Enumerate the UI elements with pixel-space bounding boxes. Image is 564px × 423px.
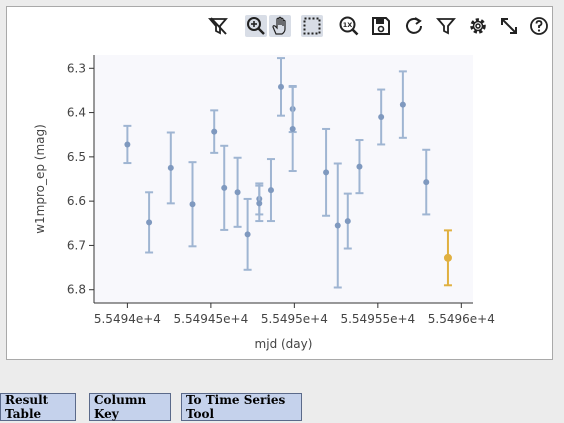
data-point [234,189,241,196]
x-tick-label: 5.5495e+4 [261,312,328,326]
y-tick-label: 6.8 [67,283,86,297]
svg-text:1X: 1X [343,21,353,29]
data-point [267,187,274,194]
scatter-plot[interactable]: 5.5494e+4 5.54945e+4 5.5495e+4 5.54955e+4 5.… [7,45,552,359]
data-point [323,169,330,176]
zoom-1x-icon[interactable]: 1X [338,15,360,37]
data-point [399,101,406,108]
data-point [124,141,131,148]
x-tick-label: 5.54945e+4 [174,312,249,326]
data-point [221,184,228,191]
help-icon[interactable] [528,15,550,37]
chart-toolbar: 1X [7,7,552,45]
data-point [277,83,284,90]
pan-icon[interactable] [269,15,291,37]
x-tick-label: 5.5494e+4 [94,312,161,326]
restore-icon[interactable] [403,15,425,37]
data-point [146,219,153,226]
expand-icon[interactable] [498,15,520,37]
data-point [344,218,351,225]
x-tick-label: 5.5496e+4 [428,312,495,326]
time-series-tool-button[interactable]: To Time Series Tool [181,393,302,421]
no-filter-icon[interactable] [207,15,229,37]
y-tick-label: 6.7 [67,238,86,252]
data-point [211,128,218,135]
data-point [167,164,174,171]
select-icon[interactable] [301,15,323,37]
filter-icon[interactable] [435,15,457,37]
chart-panel: 1X 5.5494e+4 5.54945e+4 5.5495e+4 5.54955e+… [6,6,553,360]
x-axis-title: mjd (day) [255,337,313,351]
y-tick-label: 6.4 [67,106,86,120]
data-point [256,200,263,207]
result-table-button[interactable]: Result Table [0,393,76,421]
y-tick-label: 6.6 [67,194,86,208]
y-tick-label: 6.3 [67,61,86,75]
y-axis-title: w1mpro_ep (mag) [33,124,47,234]
data-point [356,163,363,170]
x-tick-label: 5.54955e+4 [340,312,415,326]
zoom-icon[interactable] [245,15,267,37]
highlighted-point [443,253,452,262]
data-point [378,114,385,120]
data-point [334,222,341,229]
data-point [244,231,251,238]
save-icon[interactable] [370,15,392,37]
y-tick-label: 6.5 [67,150,86,164]
data-point [189,201,196,208]
plot-area [94,55,473,303]
column-key-button[interactable]: Column Key [89,393,171,421]
settings-icon[interactable] [467,15,489,37]
data-point [289,125,296,132]
data-point [423,179,430,186]
